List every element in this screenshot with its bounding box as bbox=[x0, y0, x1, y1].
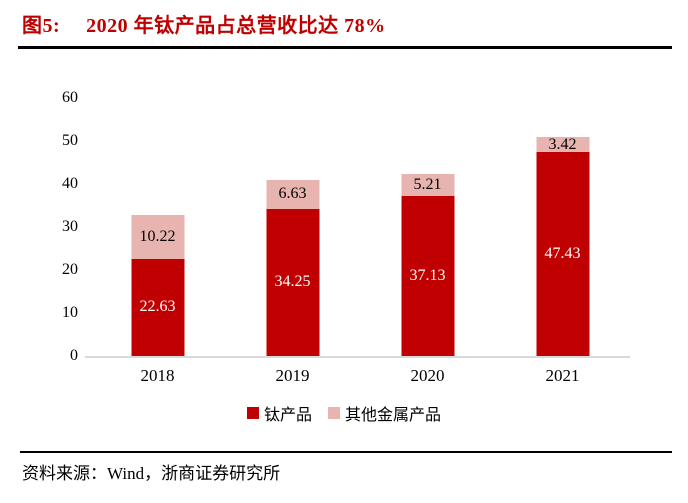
bar-segment: 10.22 bbox=[131, 214, 184, 259]
bar-slot: 3.42 47.43 bbox=[495, 98, 630, 356]
bar-slot: 6.63 34.25 bbox=[225, 98, 360, 356]
figure-label: 图5: bbox=[22, 15, 61, 37]
bar-value-label: 3.42 bbox=[548, 135, 577, 153]
stacked-bar: 10.22 22.63 bbox=[131, 214, 184, 356]
bar-segment: 37.13 bbox=[401, 196, 454, 356]
bar-slot: 10.22 22.63 bbox=[90, 98, 225, 356]
figure-title: 图5: 2020 年钛产品占总营收比达 78% bbox=[22, 9, 386, 38]
source-note: 资料来源：Wind，浙商证券研究所 bbox=[22, 464, 281, 483]
legend-label: 钛产品 bbox=[263, 407, 312, 424]
y-tick-label: 0 bbox=[70, 347, 78, 364]
bar-value-label: 47.43 bbox=[544, 245, 581, 263]
x-tick-label: 2021 bbox=[545, 366, 580, 385]
bar-value-label: 6.63 bbox=[278, 185, 307, 203]
bar-value-label: 34.25 bbox=[274, 273, 311, 291]
legend-item: 其他金属产品 bbox=[328, 401, 441, 425]
y-tick-label: 10 bbox=[62, 304, 78, 321]
y-tick-label: 40 bbox=[62, 175, 78, 192]
figure-title-text: 2020 年钛产品占总营收比达 78% bbox=[86, 15, 386, 37]
x-axis-line bbox=[85, 356, 630, 358]
x-tick-label: 2018 bbox=[140, 366, 175, 385]
y-tick-label: 50 bbox=[62, 132, 78, 149]
bar-segment: 34.25 bbox=[266, 208, 319, 356]
legend-swatch-icon bbox=[246, 407, 259, 419]
bar-value-label: 22.63 bbox=[139, 298, 176, 316]
chart-legend: 钛产品 其他金属产品 bbox=[0, 401, 688, 425]
title-divider bbox=[18, 46, 672, 49]
legend-item: 钛产品 bbox=[246, 401, 312, 425]
stacked-bar: 6.63 34.25 bbox=[266, 180, 319, 356]
bar-segment: 22.63 bbox=[131, 258, 184, 356]
source-divider bbox=[20, 451, 672, 453]
legend-swatch-icon bbox=[328, 407, 340, 419]
bar-value-label: 37.13 bbox=[409, 267, 446, 285]
legend-label: 其他金属产品 bbox=[345, 407, 442, 424]
plot-area: 10.22 22.63 6.63 34.25 5.21 37.13 3.42 47.43 bbox=[85, 98, 630, 358]
bar-value-label: 10.22 bbox=[139, 227, 176, 245]
y-tick-label: 30 bbox=[62, 218, 78, 235]
x-tick-label: 2020 bbox=[410, 366, 445, 385]
bar-segment: 47.43 bbox=[536, 152, 589, 356]
bar-segment: 3.42 bbox=[536, 135, 589, 153]
bar-segment: 6.63 bbox=[266, 180, 319, 209]
bar-slot: 5.21 37.13 bbox=[360, 98, 495, 356]
y-tick-label: 20 bbox=[62, 261, 78, 278]
stacked-bar: 5.21 37.13 bbox=[401, 173, 454, 356]
bar-value-label: 5.21 bbox=[413, 176, 442, 194]
x-tick-label: 2019 bbox=[275, 366, 310, 385]
stacked-bar: 3.42 47.43 bbox=[536, 135, 589, 356]
y-tick-label: 60 bbox=[62, 89, 78, 106]
bar-segment: 5.21 bbox=[401, 173, 454, 197]
